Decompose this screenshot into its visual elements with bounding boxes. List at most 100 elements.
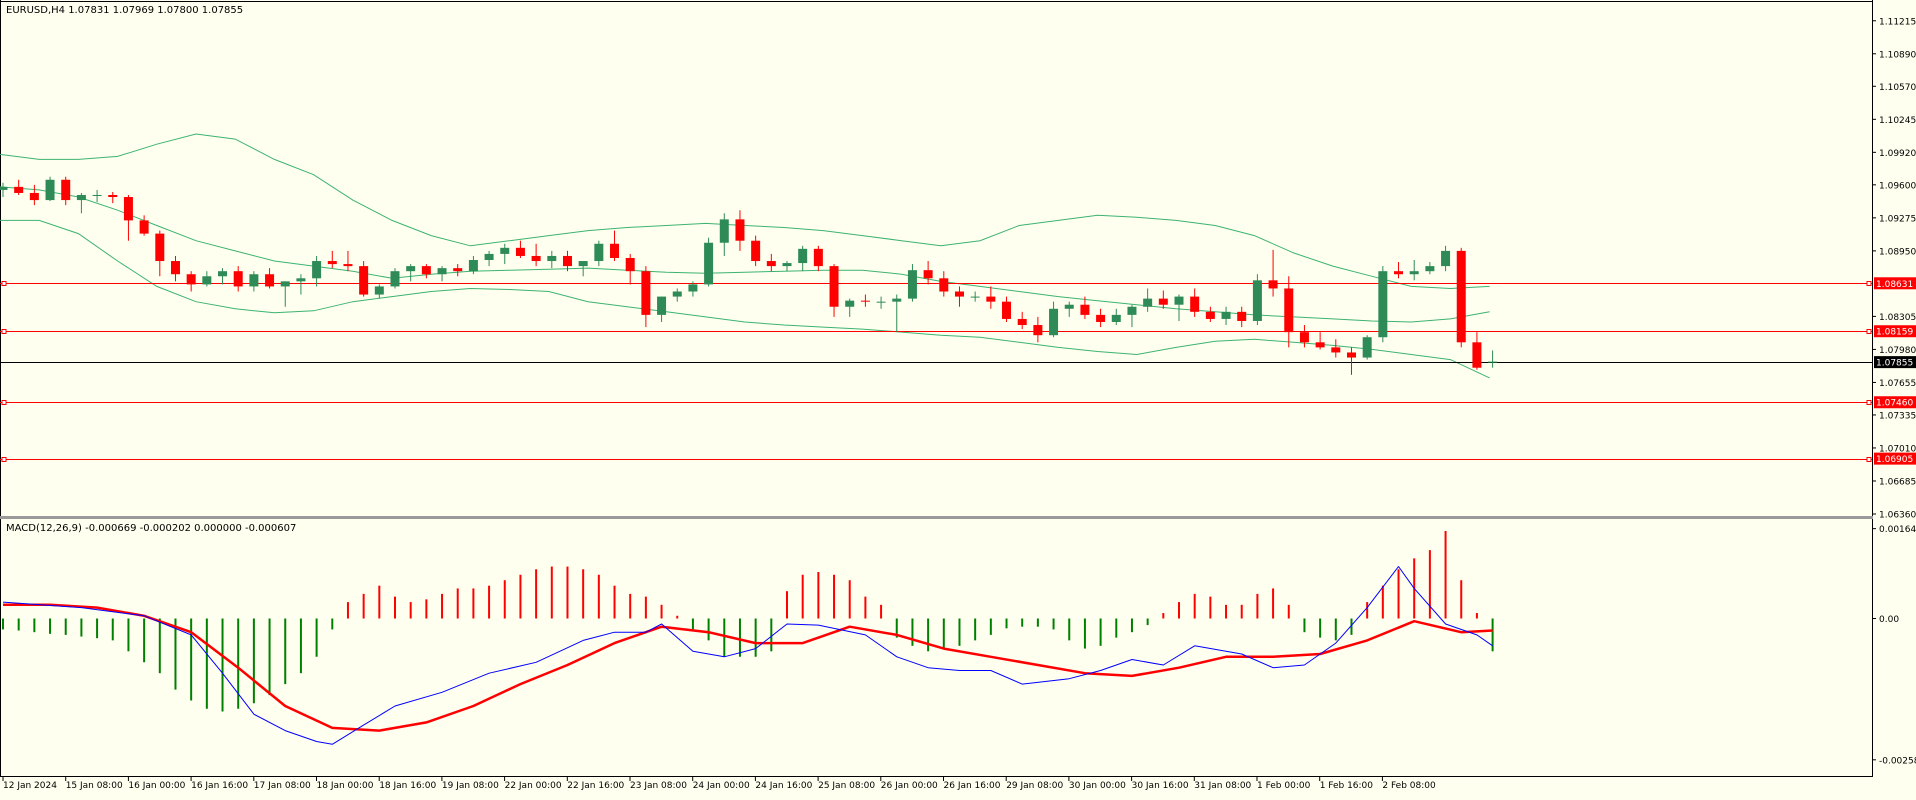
level-line-end-handle-3 xyxy=(1866,457,1872,462)
candle-body xyxy=(829,266,839,307)
time-axis-label: 31 Jan 08:00 xyxy=(1194,781,1251,791)
candle-body xyxy=(1080,304,1090,315)
level-price-tag-0-bg xyxy=(1874,277,1916,290)
price-axis-label: 1.08305 xyxy=(1879,313,1916,323)
candle-body xyxy=(594,243,604,262)
level-line-handle-1 xyxy=(1,329,7,334)
candle-body xyxy=(123,197,133,221)
macd-axis-label: 0.00 xyxy=(1879,615,1899,625)
candle-body xyxy=(202,276,212,285)
candle-body xyxy=(437,268,447,275)
symbol-info-label: EURUSD,H4 1.07831 1.07969 1.07800 1.0785… xyxy=(6,5,243,16)
time-axis-label: 12 Jan 2024 xyxy=(3,781,57,791)
candle-body xyxy=(453,268,463,272)
time-axis-label: 19 Jan 08:00 xyxy=(442,781,499,791)
candle-body xyxy=(531,255,541,262)
level-line-handle-2 xyxy=(1,400,7,405)
time-axis-label: 2 Feb 08:00 xyxy=(1382,781,1436,791)
time-axis-label: 1 Feb 16:00 xyxy=(1320,781,1374,791)
candle-body xyxy=(170,261,180,275)
candle-body xyxy=(610,243,620,258)
price-axis-label: 1.08950 xyxy=(1879,247,1916,257)
candle-body xyxy=(406,266,416,272)
candle-body xyxy=(1174,296,1184,305)
time-axis-label: 18 Jan 16:00 xyxy=(379,781,436,791)
candle-body xyxy=(265,274,275,287)
price-axis-label: 1.10570 xyxy=(1879,83,1916,93)
candle-body xyxy=(14,186,24,193)
candle-body xyxy=(312,261,322,279)
time-axis-label: 22 Jan 00:00 xyxy=(505,781,562,791)
candle-body xyxy=(484,253,494,261)
time-axis: 12 Jan 2024 15 Jan 08:00 16 Jan 00:00 16 Ja… xyxy=(2,777,1436,791)
time-axis-label: 30 Jan 00:00 xyxy=(1069,781,1126,791)
candle-body xyxy=(547,255,557,262)
candle-body xyxy=(1237,311,1247,321)
price-axis-label: 1.06360 xyxy=(1879,511,1916,521)
macd-signal-line xyxy=(3,603,1493,732)
level-price-tag-3-label: 1.06905 xyxy=(1876,455,1913,465)
time-axis-label: 26 Jan 00:00 xyxy=(881,781,938,791)
bid-price-tag-bg xyxy=(1874,356,1916,369)
candle-body xyxy=(1017,318,1027,326)
candle-body xyxy=(343,264,353,267)
price-axis-label: 1.07335 xyxy=(1879,411,1916,421)
candle-body xyxy=(390,271,400,287)
macd-axis-label: 0.001643 xyxy=(1879,525,1916,535)
macd-axis-label: -0.002584 xyxy=(1879,756,1916,766)
price-axis-label: 1.07010 xyxy=(1879,444,1916,454)
candle-body xyxy=(970,296,980,298)
candle-body xyxy=(954,291,964,297)
candle-body xyxy=(1284,288,1294,333)
candle-body xyxy=(751,240,761,262)
indicator-window-separator[interactable] xyxy=(0,516,1873,519)
price-axis-label: 1.11215 xyxy=(1879,17,1916,27)
candle-body xyxy=(1064,304,1074,309)
candle-body xyxy=(1456,250,1466,343)
candle-body xyxy=(1409,271,1419,275)
time-axis-label: 1 Feb 00:00 xyxy=(1257,781,1311,791)
time-axis-label: 16 Jan 00:00 xyxy=(128,781,185,791)
candle-body xyxy=(1127,306,1137,315)
price-axis-label: 1.09920 xyxy=(1879,149,1916,159)
candle-body xyxy=(939,278,949,292)
candle-body xyxy=(374,286,384,295)
macd-main-line xyxy=(2,566,1493,745)
candle-body xyxy=(186,274,196,285)
time-axis-label: 25 Jan 08:00 xyxy=(818,781,875,791)
candle-body xyxy=(249,274,259,287)
candle-body xyxy=(845,300,855,307)
candle-body xyxy=(719,219,729,243)
candle-body xyxy=(45,179,55,201)
time-axis-label: 23 Jan 08:00 xyxy=(630,781,687,791)
candle-body xyxy=(1441,250,1451,267)
level-price-tag-0-label: 1.08631 xyxy=(1876,280,1913,290)
candle-body xyxy=(218,271,228,277)
candle-body xyxy=(1378,271,1388,338)
price-axis-label: 1.10890 xyxy=(1879,50,1916,60)
candlestick-series xyxy=(0,176,1498,375)
time-axis-label: 17 Jan 08:00 xyxy=(254,781,311,791)
candle-body xyxy=(876,301,886,303)
candle-body xyxy=(1346,352,1356,358)
candle-body xyxy=(468,260,478,272)
candle-body xyxy=(1049,308,1059,336)
bid-price-tag-label: 1.07855 xyxy=(1876,359,1913,369)
candle-body xyxy=(1096,314,1106,322)
candle-body xyxy=(92,194,102,196)
candle-body xyxy=(500,247,510,254)
level-price-tag-1-label: 1.08159 xyxy=(1876,328,1913,338)
level-line-end-handle-2 xyxy=(1866,400,1872,405)
candle-body xyxy=(1268,280,1278,289)
price-axis-label: 1.06685 xyxy=(1879,477,1916,487)
candle-body xyxy=(29,192,39,201)
level-line-handle-0 xyxy=(1,281,7,286)
level-price-tag-2-bg xyxy=(1874,396,1916,409)
candle-body xyxy=(1331,347,1341,353)
candle-body xyxy=(327,261,337,265)
time-axis-label: 15 Jan 08:00 xyxy=(66,781,123,791)
candle-body xyxy=(657,296,667,315)
upper-band-line xyxy=(0,133,1490,290)
